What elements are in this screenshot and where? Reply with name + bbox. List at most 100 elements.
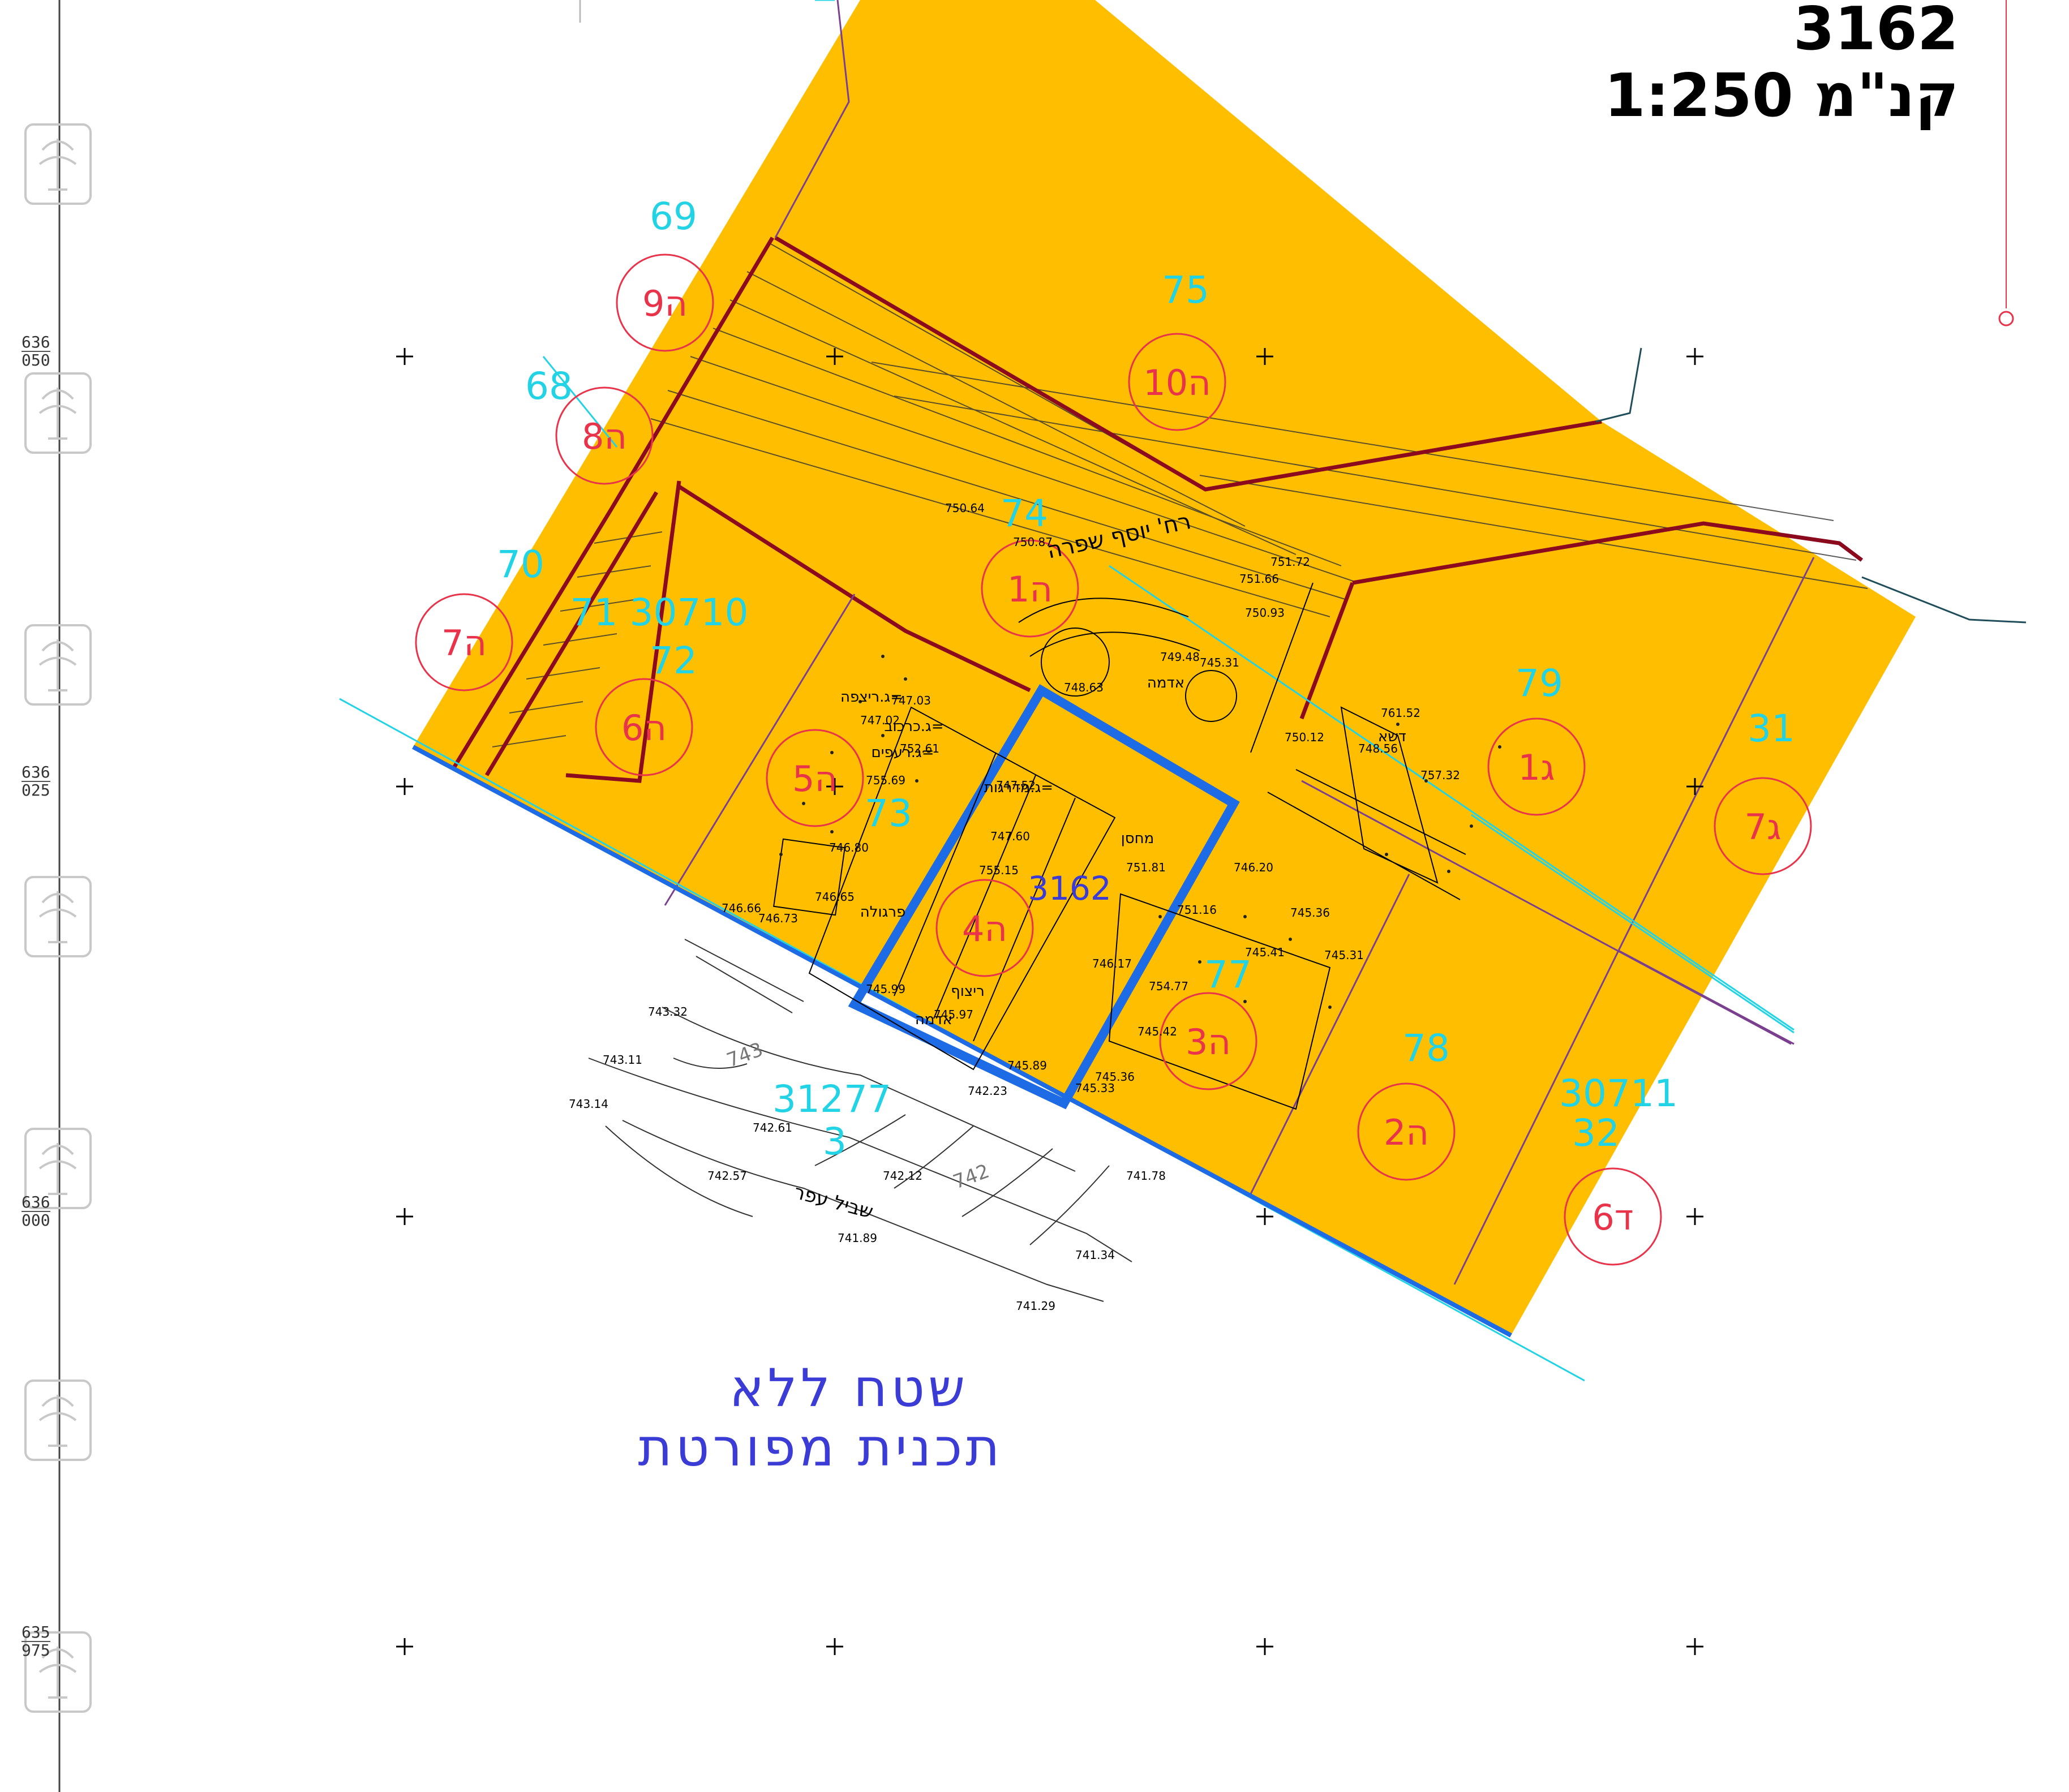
lot-marker: 4ה bbox=[962, 908, 1007, 949]
grid-crosses bbox=[396, 348, 1703, 1655]
elevation: 745.31 bbox=[1200, 656, 1239, 669]
elevation: 761.52 bbox=[1381, 706, 1420, 720]
lot-marker-circles bbox=[415, 253, 1812, 1266]
elevation: 757.32 bbox=[1420, 768, 1460, 782]
grid-label: 636 000 bbox=[22, 1194, 50, 1229]
boundary-lines bbox=[451, 235, 1864, 783]
parcel-number: 69 bbox=[650, 195, 697, 238]
grid-label-top: 636 bbox=[22, 333, 50, 352]
elevation: 741.78 bbox=[1126, 1169, 1166, 1183]
surface-label: דשא bbox=[1378, 728, 1406, 745]
elevation: 749.48 bbox=[1160, 650, 1200, 664]
surface-label: מחסן bbox=[1121, 830, 1154, 847]
surface-label: ג.מדרגות= bbox=[984, 779, 1053, 796]
grid-label: 635 975 bbox=[22, 1624, 50, 1659]
grid-label-top: 635 bbox=[22, 1623, 50, 1642]
elevation: 746.66 bbox=[722, 901, 761, 915]
surface-label: אדמה bbox=[915, 1011, 952, 1028]
elevation: 743.14 bbox=[569, 1097, 608, 1111]
elevation: 751.66 bbox=[1239, 572, 1279, 586]
parcel-number: 73 bbox=[865, 792, 912, 835]
center-parcel: 3162 bbox=[1028, 869, 1111, 908]
note-line-2: תכנית מפורטת bbox=[638, 1417, 1003, 1478]
lot-lines bbox=[664, 0, 1815, 1285]
lot-marker: 6ד bbox=[1592, 1197, 1633, 1238]
parcel-number-labels: 69 75 68 74 70 72 79 31 73 77 78 30711 3… bbox=[497, 195, 1795, 1163]
elevation: 755.69 bbox=[866, 773, 905, 787]
contour-label: 742 bbox=[950, 1160, 993, 1194]
plan-block: 71 30710 bbox=[570, 591, 749, 634]
elevation: 742.61 bbox=[753, 1121, 792, 1134]
elevation: 745.99 bbox=[866, 982, 905, 996]
path-label: שביל עפר bbox=[792, 1181, 876, 1224]
parcel-number: 72 bbox=[650, 639, 697, 682]
grid-label: 636 025 bbox=[22, 764, 50, 799]
elevation: 741.34 bbox=[1075, 1248, 1115, 1262]
elevation: 751.16 bbox=[1177, 903, 1217, 917]
emblem-watermarks bbox=[24, 123, 92, 1713]
road-edge-right bbox=[1861, 576, 2027, 624]
frontage-boundary bbox=[412, 745, 1512, 1338]
elevation: 751.72 bbox=[1270, 555, 1310, 569]
elevation: 746.65 bbox=[815, 890, 855, 904]
plan-number: 3162 bbox=[1793, 0, 1959, 63]
elevation: 745.42 bbox=[1137, 1025, 1177, 1038]
parcel-number: 75 bbox=[1162, 268, 1209, 312]
elevation: 746.20 bbox=[1234, 861, 1273, 874]
scale-label: 1:250 קנ"מ bbox=[1604, 61, 1959, 130]
surface-label: פרגולה bbox=[860, 904, 905, 921]
parcel-number: 70 bbox=[497, 543, 544, 586]
parcel-number: 77 bbox=[1204, 953, 1252, 996]
grid-label-bottom: 050 bbox=[22, 351, 50, 369]
lot-marker: 3ה bbox=[1186, 1021, 1231, 1063]
parcel-number: 31277 bbox=[772, 1077, 891, 1121]
elevation: 745.31 bbox=[1324, 948, 1364, 962]
elevation: 755.15 bbox=[979, 863, 1019, 877]
parcel-number: 79 bbox=[1516, 661, 1563, 705]
elevation: 743.11 bbox=[603, 1053, 642, 1067]
elevation: 750.64 bbox=[945, 501, 985, 515]
parcel-number: 31 bbox=[1748, 707, 1795, 750]
elevation: 747.02 bbox=[860, 714, 900, 727]
elevation: 743.32 bbox=[648, 1005, 688, 1019]
elevation: 741.29 bbox=[1016, 1299, 1055, 1313]
parcel-number: 74 bbox=[1001, 492, 1048, 535]
elevation: 745.33 bbox=[1075, 1081, 1115, 1095]
elevation: 747.03 bbox=[891, 694, 931, 707]
contour-lines bbox=[588, 939, 1132, 1302]
elevation: 742.23 bbox=[968, 1084, 1007, 1098]
elevation: 746.73 bbox=[758, 912, 798, 925]
surface-label: ג.ריצפה= bbox=[840, 689, 903, 706]
elevation-labels: 750.64 750.87 751.72 751.66 750.93 745.3… bbox=[569, 501, 1460, 1313]
surface-label: ריצוף bbox=[951, 983, 985, 1000]
parcel-number: 68 bbox=[525, 364, 573, 408]
elevation: 747.52 bbox=[996, 779, 1036, 792]
elevation: 745.36 bbox=[1290, 906, 1330, 919]
elevation: 742.57 bbox=[707, 1169, 747, 1183]
elevation: 741.89 bbox=[838, 1231, 877, 1245]
elevation: 748.63 bbox=[1064, 681, 1104, 694]
parcel-number: 30711 bbox=[1559, 1072, 1678, 1115]
lot-marker: 10ה bbox=[1143, 362, 1211, 403]
lot-marker-labels: 9ה 10ה 8ה 1ה 7ה 6ה 5ה 1ג 7ג 4ה 3ה 2ה 6ד bbox=[441, 283, 1781, 1238]
lot-marker: 1ג bbox=[1518, 747, 1555, 788]
surface-label: אדמה bbox=[1147, 674, 1184, 691]
elevation: 750.87 bbox=[1013, 535, 1053, 549]
elevation: 750.93 bbox=[1245, 606, 1285, 620]
elevation: 745.97 bbox=[934, 1008, 973, 1021]
lot-marker: 2ה bbox=[1384, 1112, 1429, 1153]
elevation: 754.77 bbox=[1149, 979, 1188, 993]
surface-label: ג.כרכוב= bbox=[884, 718, 943, 735]
stipple-areas bbox=[779, 655, 1501, 1009]
elevation: 748.56 bbox=[1358, 742, 1398, 755]
parcel-number: 3 bbox=[823, 1120, 847, 1163]
lot-marker: 6ה bbox=[621, 707, 667, 749]
parcel-number: 78 bbox=[1402, 1026, 1450, 1070]
elevation: 746.80 bbox=[829, 841, 869, 854]
grid-label-bottom: 975 bbox=[22, 1641, 50, 1660]
lot-marker: 7ה bbox=[441, 622, 487, 664]
lot-marker: 8ה bbox=[582, 416, 627, 457]
elevation: 746.17 bbox=[1092, 957, 1132, 970]
lot-marker: 1ה bbox=[1007, 569, 1053, 610]
